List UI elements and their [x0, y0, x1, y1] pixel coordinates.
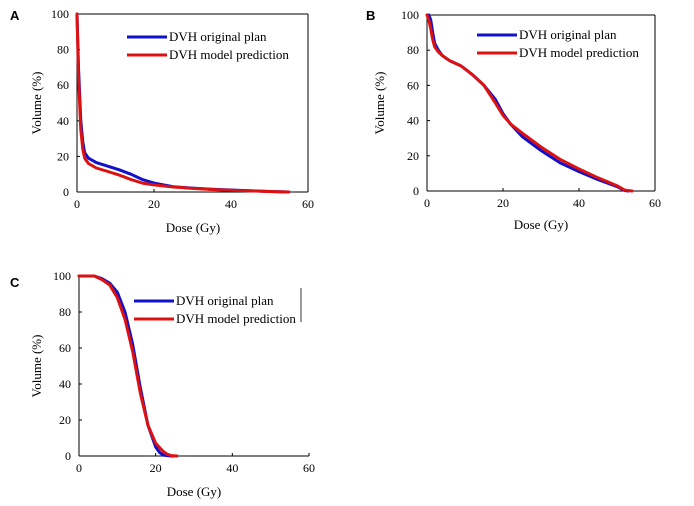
y-tick-label: 80 [407, 43, 419, 57]
panel-letter: C [10, 275, 20, 290]
legend-entry: DVH original plan [169, 29, 267, 44]
y-tick-label: 40 [57, 114, 69, 128]
series-line-model-prediction [75, 12, 291, 194]
y-tick-label: 40 [407, 114, 419, 128]
series-line-original-plan [77, 274, 179, 458]
x-tick-label: 40 [573, 196, 585, 210]
y-tick-label: 0 [65, 449, 71, 463]
x-tick-label: 20 [150, 461, 162, 475]
legend-entry: DVH original plan [519, 27, 617, 42]
legend-entry: DVH model prediction [519, 45, 639, 60]
y-tick-label: 40 [59, 377, 71, 391]
y-tick-label: 80 [59, 305, 71, 319]
x-tick-label: 0 [74, 197, 80, 211]
panel-letter: A [10, 8, 20, 23]
panel-b: B 0 20 40 60 0 20 40 60 80 100 Dose (Gy) Volume (%) D… [366, 8, 661, 232]
y-tick-label: 0 [63, 185, 69, 199]
x-tick-label: 0 [424, 196, 430, 210]
x-tick-label: 0 [76, 461, 82, 475]
x-tick-label: 40 [226, 461, 238, 475]
panel-a: A 0 20 40 60 0 20 40 60 80 100 Dose (Gy) Volume (%) D… [10, 7, 314, 235]
y-tick-label: 20 [59, 413, 71, 427]
legend-entry: DVH model prediction [169, 47, 289, 62]
legend: DVH original plan DVH model prediction [477, 27, 639, 60]
x-axis-label: Dose (Gy) [514, 217, 569, 232]
y-tick-label: 80 [57, 43, 69, 57]
y-tick-label: 20 [407, 149, 419, 163]
y-tick-label: 0 [413, 184, 419, 198]
y-tick-label: 60 [57, 78, 69, 92]
series-line-model-prediction [77, 274, 179, 458]
legend-entry: DVH model prediction [176, 311, 296, 326]
x-tick-label: 60 [303, 461, 315, 475]
y-tick-label: 100 [53, 269, 71, 283]
legend-entry: DVH original plan [176, 293, 274, 308]
axes-frame [426, 14, 656, 192]
series-line-model-prediction [425, 13, 634, 193]
panel-c: C 0 20 40 60 0 20 40 60 80 100 Dose (Gy) Volume (%) D… [10, 269, 315, 499]
panel-letter: B [366, 8, 375, 23]
y-tick-label: 100 [51, 7, 69, 21]
legend: DVH original plan DVH model prediction [134, 288, 302, 326]
x-axis-label: Dose (Gy) [167, 484, 222, 499]
x-tick-label: 20 [497, 196, 509, 210]
y-tick-label: 60 [407, 78, 419, 92]
y-tick-label: 100 [401, 8, 419, 22]
x-tick-label: 60 [649, 196, 661, 210]
x-tick-label: 40 [225, 197, 237, 211]
y-axis-label: Volume (%) [29, 72, 44, 135]
x-tick-label: 20 [148, 197, 160, 211]
y-tick-label: 60 [59, 341, 71, 355]
legend: DVH original plan DVH model prediction [127, 29, 289, 62]
y-tick-label: 20 [57, 149, 69, 163]
x-axis-label: Dose (Gy) [166, 220, 221, 235]
y-axis-label: Volume (%) [29, 335, 44, 398]
y-axis-label: Volume (%) [372, 72, 387, 135]
x-tick-label: 60 [302, 197, 314, 211]
axes-frame [78, 276, 309, 457]
